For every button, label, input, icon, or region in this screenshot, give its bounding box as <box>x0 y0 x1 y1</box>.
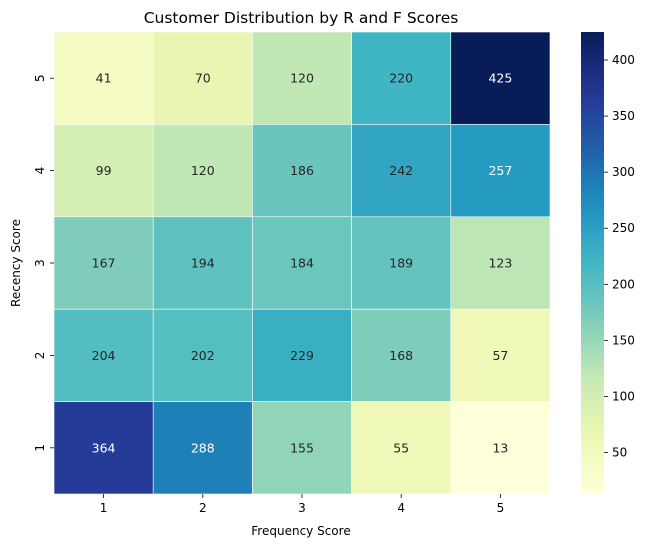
y-tick-label: 1 <box>33 444 47 452</box>
heatmap-cell <box>252 216 352 310</box>
cell-value-label: 184 <box>290 256 314 271</box>
cell-value-label: 70 <box>195 71 211 86</box>
x-tick-label: 3 <box>298 501 306 515</box>
heatmap-cell <box>152 308 253 402</box>
cell-value-label: 155 <box>290 440 314 455</box>
heatmap-cell <box>450 401 551 495</box>
colorbar-tick-label: 50 <box>612 446 627 460</box>
cell-value-label: 13 <box>492 440 508 455</box>
cell-value-label: 242 <box>389 163 413 178</box>
heatmap-cells: 41 70 120 220 425 99 120 186 242 257 167 194 184 189 1… <box>53 31 551 495</box>
colorbar-tick-label: 250 <box>612 221 635 235</box>
y-tick-label: 5 <box>33 74 47 82</box>
cell-value-label: 120 <box>191 163 215 178</box>
heatmap-cell <box>252 401 352 495</box>
heatmap-cell <box>152 216 253 310</box>
heatmap-cell <box>53 124 154 218</box>
chart-title: Customer Distribution by R and F Scores <box>144 9 459 27</box>
heatmap-cell <box>252 124 352 218</box>
x-axis-ticks: 1 2 3 4 5 <box>100 494 504 515</box>
heatmap-cell <box>351 308 452 402</box>
cell-value-label: 55 <box>393 440 409 455</box>
cell-value-label: 425 <box>488 71 512 86</box>
cell-value-label: 120 <box>290 71 314 86</box>
y-tick-label: 4 <box>33 167 47 175</box>
colorbar-tick-label: 400 <box>612 53 635 67</box>
heatmap-cell <box>252 308 352 402</box>
heatmap-cell <box>152 124 253 218</box>
heatmap-cell <box>53 31 154 125</box>
heatmap-cell <box>351 31 452 125</box>
x-tick-label: 4 <box>397 501 405 515</box>
x-tick-label: 2 <box>199 501 207 515</box>
colorbar-tick-label: 150 <box>612 333 635 347</box>
cell-value-label: 204 <box>92 348 116 363</box>
cell-value-label: 364 <box>92 440 116 455</box>
cell-value-label: 202 <box>191 348 215 363</box>
heatmap-cell <box>152 401 253 495</box>
colorbar: 50 100 150 200 250 300 350 400 <box>581 32 635 494</box>
cell-value-label: 257 <box>488 163 512 178</box>
cell-value-label: 288 <box>191 440 215 455</box>
cell-value-label: 167 <box>92 256 116 271</box>
colorbar-tick-label: 300 <box>612 165 635 179</box>
y-axis-ticks: 5 4 3 2 1 <box>33 74 54 452</box>
heatmap-cell <box>450 31 551 125</box>
y-tick-label: 2 <box>33 352 47 360</box>
colorbar-tick-label: 100 <box>612 389 635 403</box>
x-tick-label: 1 <box>100 501 108 515</box>
x-axis-label: Frequency Score <box>251 524 350 538</box>
cell-value-label: 220 <box>389 71 413 86</box>
cell-value-label: 57 <box>492 348 508 363</box>
cell-value-label: 194 <box>191 256 215 271</box>
heatmap-cell <box>450 216 551 310</box>
colorbar-gradient <box>581 32 604 494</box>
heatmap-cell <box>152 31 253 125</box>
y-axis-label: Recency Score <box>9 219 23 307</box>
heatmap-cell <box>450 124 551 218</box>
cell-value-label: 123 <box>488 256 512 271</box>
heatmap-cell <box>252 31 352 125</box>
heatmap-cell <box>53 401 154 495</box>
cell-value-label: 229 <box>290 348 314 363</box>
cell-value-label: 186 <box>290 163 314 178</box>
x-tick-label: 5 <box>497 501 505 515</box>
cell-value-label: 189 <box>389 256 413 271</box>
cell-value-label: 99 <box>96 163 112 178</box>
y-tick-label: 3 <box>33 259 47 267</box>
heatmap-cell <box>450 308 551 402</box>
cell-value-label: 168 <box>389 348 413 363</box>
colorbar-tick-label: 200 <box>612 277 635 291</box>
cell-value-label: 41 <box>96 71 112 86</box>
colorbar-tick-label: 350 <box>612 109 635 123</box>
heatmap-cell <box>351 216 452 310</box>
